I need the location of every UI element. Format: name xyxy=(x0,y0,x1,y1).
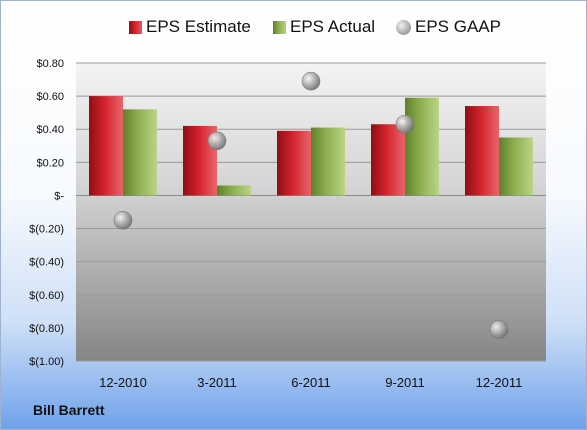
y-tick-label: $0.80 xyxy=(36,58,64,70)
y-tick-label: $(0.60) xyxy=(29,290,64,302)
bar-eps-actual xyxy=(405,97,439,196)
y-tick-label: $(0.80) xyxy=(29,323,64,335)
legend-item-eps-gaap: EPS GAAP xyxy=(396,17,501,37)
bar-eps-estimate xyxy=(277,130,311,196)
bar-eps-estimate xyxy=(89,96,123,196)
y-tick-label: $(0.20) xyxy=(29,224,64,236)
legend-swatch-eps-actual xyxy=(273,20,286,34)
y-tick-label: $- xyxy=(54,190,64,202)
point-eps-gaap xyxy=(489,320,509,339)
company-name: Bill Barrett xyxy=(33,402,105,418)
legend-item-eps-actual: EPS Actual xyxy=(273,17,375,37)
x-tick-label: 12-2011 xyxy=(476,375,523,390)
legend-swatch-eps-estimate xyxy=(129,20,142,34)
x-tick-label: 6-2011 xyxy=(291,375,331,390)
point-eps-gaap xyxy=(207,131,227,151)
bar-eps-estimate xyxy=(371,124,405,196)
x-tick-label: 9-2011 xyxy=(385,375,425,390)
y-tick-label: $0.40 xyxy=(36,124,64,136)
bar-eps-actual xyxy=(311,127,345,196)
x-tick-label: 3-2011 xyxy=(197,375,237,390)
legend-label-eps-estimate: EPS Estimate xyxy=(146,17,251,36)
bar-eps-actual xyxy=(123,109,157,196)
point-eps-gaap xyxy=(301,71,321,91)
x-tick-label: 12-2010 xyxy=(99,375,147,390)
legend-swatch-eps-gaap xyxy=(396,19,411,35)
y-tick-label: $(1.00) xyxy=(29,356,64,368)
point-eps-gaap xyxy=(113,210,133,230)
legend-label-eps-actual: EPS Actual xyxy=(290,17,376,36)
y-tick-label: $0.20 xyxy=(36,157,64,169)
legend: EPS Estimate EPS Actual EPS GAAP xyxy=(1,17,586,41)
legend-item-eps-estimate: EPS Estimate xyxy=(129,17,251,37)
y-tick-label: $(0.40) xyxy=(29,257,64,269)
point-eps-gaap xyxy=(395,114,415,134)
bar-eps-actual xyxy=(217,185,251,196)
bar-eps-estimate xyxy=(465,106,499,196)
legend-label-eps-gaap: EPS GAAP xyxy=(415,17,501,36)
bar-eps-actual xyxy=(499,137,533,196)
y-tick-label: $0.60 xyxy=(36,91,64,103)
